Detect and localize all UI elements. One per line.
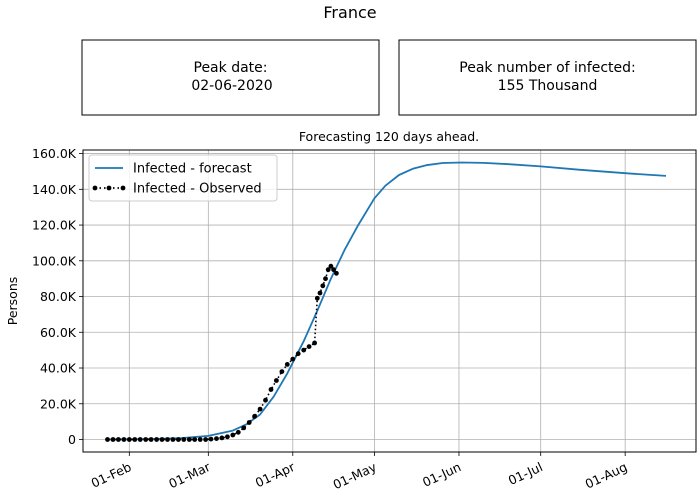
observed-point [197,437,203,442]
observed-point [148,437,154,442]
observed-point [328,263,334,269]
observed-point [323,276,328,282]
plot-area [82,149,697,453]
observed-point [132,437,138,442]
y-tick-label: 140.0K [32,182,77,197]
x-tick-label: 01-Jul [506,459,545,488]
observed-point [252,413,257,419]
legend-label-forecast: Infected - forecast [133,162,252,177]
observed-point [284,362,290,367]
observed-point [320,283,326,289]
legend: Infected - forecast Infected - Observed [88,154,278,202]
y-tick-label: 80.0K [40,289,77,304]
y-tick-label: 60.0K [40,325,77,340]
observed-point [241,425,247,431]
figure-title: France [323,3,376,22]
observed-point [235,429,241,435]
observed-point [225,434,230,440]
observed-point [203,437,209,442]
y-tick-label: 100.0K [32,253,77,268]
observed-point [154,437,160,442]
observed-point [306,344,312,349]
observed-point [126,437,132,442]
observed-point [165,437,170,442]
chart-subtitle: Forecasting 120 days ahead. [299,129,479,144]
peak-date-label: Peak date: [194,60,268,76]
legend-marker-observed-left [92,185,98,191]
series-line-0 [107,161,667,441]
observed-point [208,436,214,442]
observed-point [230,432,236,438]
observed-point [192,437,198,442]
peak-number-value: 155 Thousand [498,78,598,94]
observed-point [334,270,339,276]
legend-label-observed: Infected - Observed [133,182,262,197]
observed-point [268,387,274,392]
observed-point [116,437,121,442]
observed-point [181,437,187,442]
observed-point [246,420,252,425]
x-tick-label: 01-Feb [89,459,134,491]
legend-marker-observed-right [120,185,126,191]
y-tick-label: 0 [68,432,76,447]
series-layer [105,161,667,442]
grid-lines [83,150,696,452]
observed-point [257,406,263,412]
observed-point [186,437,192,442]
observed-point [170,437,176,442]
observed-point [290,356,296,362]
observed-point [279,369,285,374]
observed-point [159,437,165,442]
observed-point [121,437,127,442]
observed-point [317,290,323,296]
x-tick-label: 01-Aug [583,459,630,491]
observed-point [312,340,317,346]
observed-point [331,267,336,273]
peak-number-box [398,39,697,116]
observed-point [176,437,181,442]
series-line-1 [107,265,338,441]
y-tick-label: 20.0K [40,396,77,411]
peak-date-value: 02-06-2020 [191,78,272,94]
observed-point [295,351,301,357]
x-tick-label: 01-Mar [166,459,213,492]
peak-number-label: Peak number of infected: [459,60,635,76]
x-tick-label: 01-Jun [420,459,463,490]
legend-marker-observed-mid [106,185,112,191]
observed-point [105,437,110,442]
y-tick-label: 120.0K [32,218,77,233]
observed-point [301,347,307,353]
observed-point [325,267,331,273]
y-tick-label: 40.0K [40,361,77,376]
observed-point [214,436,219,441]
observed-point [143,437,149,442]
observed-point [263,397,268,403]
observed-point [274,378,279,383]
y-axis-label: Persons [5,277,20,326]
y-tick-label: 160.0K [32,146,77,161]
x-tick-label: 01-Apr [253,459,298,491]
observed-point [137,437,143,442]
x-tick-label: 01-May [331,459,380,492]
legend-box [88,154,278,202]
observed-point [314,295,320,301]
observed-point [110,437,116,442]
peak-date-box [81,39,380,116]
observed-point [219,435,225,441]
